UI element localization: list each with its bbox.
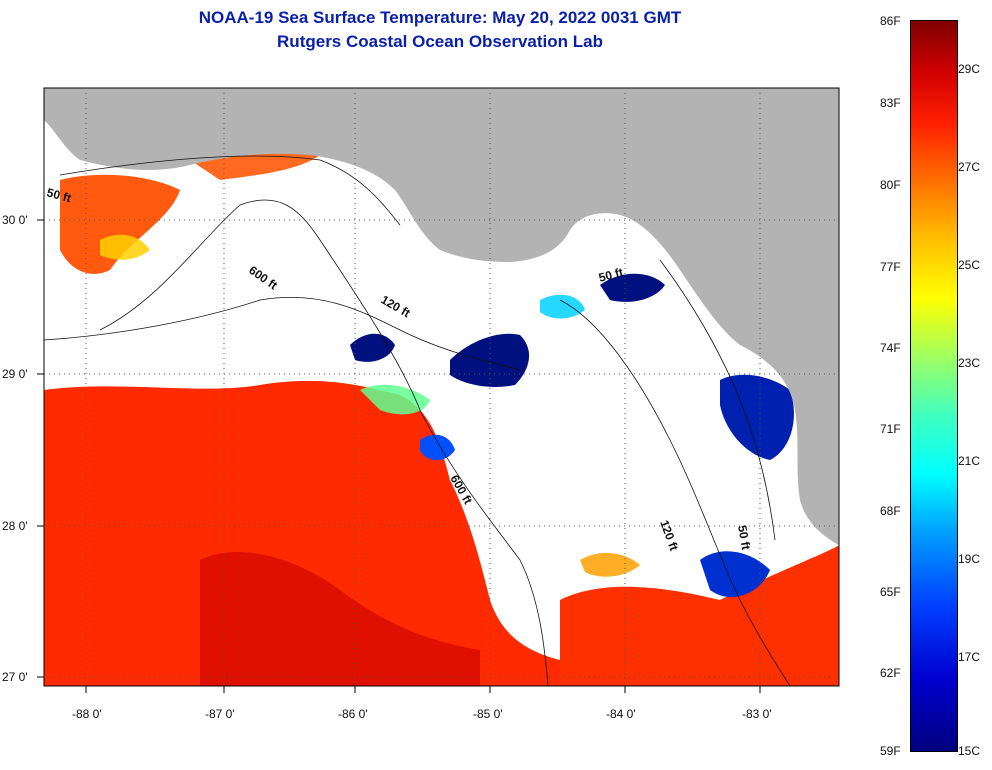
hot-water-core bbox=[200, 552, 480, 686]
colorbar-f-label: 86F bbox=[880, 14, 901, 28]
x-tick-label: -86 0' bbox=[338, 707, 368, 721]
colorbar-f-label: 71F bbox=[880, 422, 901, 436]
transition-band-yellow bbox=[100, 234, 150, 260]
colorbar-c-label: 29C bbox=[958, 62, 981, 76]
cold-patch-west bbox=[350, 333, 395, 362]
colorbar-f-label: 80F bbox=[880, 178, 901, 192]
warm-water-southeast bbox=[560, 545, 839, 686]
map-title: NOAA-19 Sea Surface Temperature: May 20,… bbox=[198, 8, 682, 27]
contour-label-50ft-west: 50 ft bbox=[45, 185, 72, 205]
cold-patch-south bbox=[700, 551, 770, 598]
contour-label-50ft-south: 50 ft bbox=[735, 524, 753, 551]
colorbar-f-label: 62F bbox=[880, 666, 901, 680]
y-tick-label: 27 0' bbox=[2, 670, 28, 684]
colorbar-c-label: 21C bbox=[958, 454, 981, 468]
x-tick-label: -85 0' bbox=[473, 707, 503, 721]
map-frame bbox=[43, 87, 840, 687]
colorbar-c-label: 23C bbox=[958, 356, 981, 370]
temperature-colorbar bbox=[910, 20, 958, 752]
x-tick-label: -84 0' bbox=[606, 707, 636, 721]
colorbar-f-label: 65F bbox=[880, 585, 901, 599]
x-tick-label: -87 0' bbox=[205, 707, 235, 721]
transition-band-cyan bbox=[540, 294, 585, 319]
land-florida bbox=[44, 88, 839, 545]
depth-contours bbox=[43, 155, 791, 687]
cold-patch-northeast bbox=[600, 273, 665, 302]
colorbar-c-label: 17C bbox=[958, 650, 981, 664]
x-tick-label: -83 0' bbox=[742, 707, 772, 721]
colorbar-f-label: 68F bbox=[880, 504, 901, 518]
tick-marks bbox=[37, 219, 761, 693]
x-tick-label: -88 0' bbox=[72, 707, 102, 721]
colorbar-c-label: 25C bbox=[958, 258, 981, 272]
colorbar-f-label: 77F bbox=[880, 260, 901, 274]
colorbar-c-label: 19C bbox=[958, 552, 981, 566]
y-tick-label: 30 0' bbox=[2, 213, 28, 227]
cold-patch-gulf bbox=[420, 434, 455, 461]
warm-water-northwest bbox=[60, 174, 180, 274]
map-subtitle: Rutgers Coastal Ocean Observation Lab bbox=[277, 32, 603, 51]
y-tick-label: 29 0' bbox=[2, 367, 28, 381]
colorbar-c-label: 27C bbox=[958, 160, 981, 174]
colorbar-f-label: 83F bbox=[880, 96, 901, 110]
contour-label-50ft-northeast: 50 ft bbox=[597, 265, 624, 285]
colorbar-f-label: 74F bbox=[880, 341, 901, 355]
colorbar-f-label: 59F bbox=[880, 744, 901, 758]
warm-water-northcoast bbox=[190, 151, 320, 180]
y-tick-label: 28 0' bbox=[2, 519, 28, 533]
colorbar-c-label: 15C bbox=[958, 744, 981, 758]
